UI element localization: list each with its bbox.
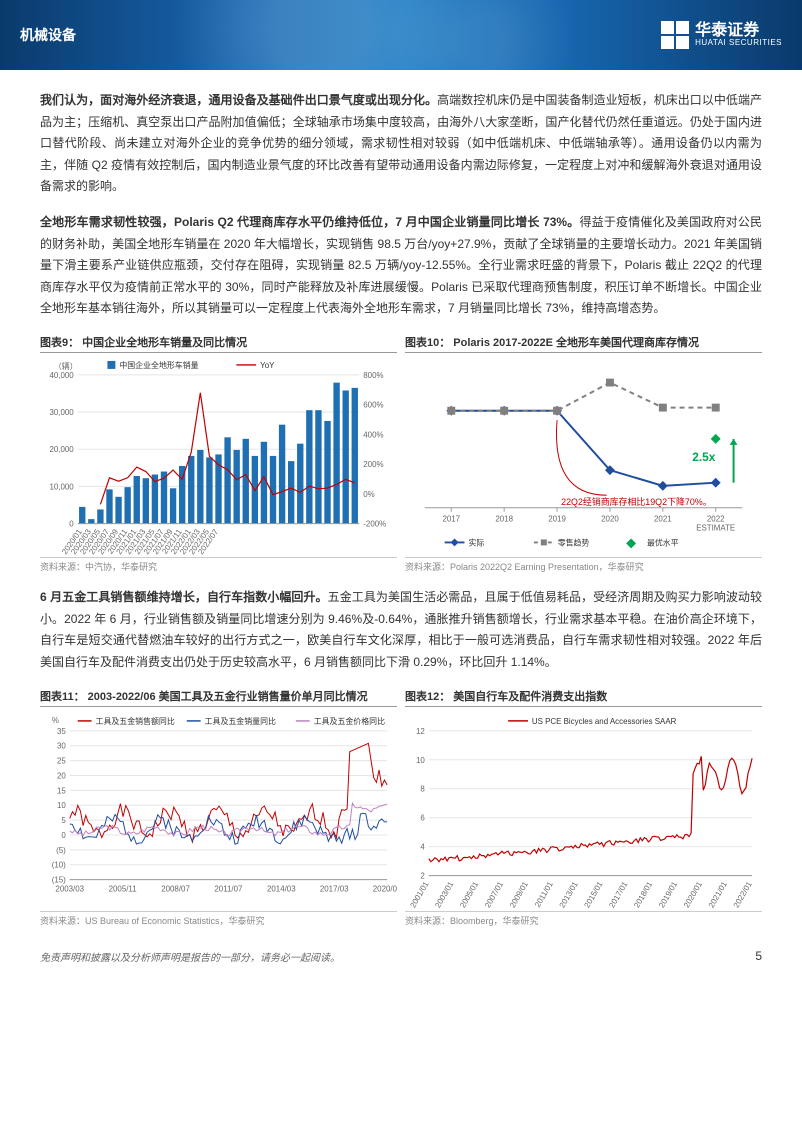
svg-text:0: 0 (61, 831, 66, 840)
para3-lead: 6 月五金工具销售额维持增长，自行车指数小幅回升。 (40, 590, 328, 604)
svg-text:2021: 2021 (654, 515, 672, 524)
svg-text:(15): (15) (52, 875, 66, 884)
svg-text:（辆）: （辆） (54, 361, 78, 371)
paragraph-2: 全地形车需求韧性较强，Polaris Q2 代理商库存水平仍维持低位，7 月中国… (40, 212, 762, 320)
chart10-title: 图表10： Polaris 2017-2022E 全地形车美国代理商库存情况 (405, 334, 762, 353)
svg-text:2019: 2019 (548, 515, 566, 524)
chart12-svg: 246810122001/012003/012005/012007/012009… (405, 711, 762, 909)
svg-text:2017: 2017 (442, 515, 460, 524)
chart11-title: 图表11： 2003-2022/06 美国工具及五金行业销售量价单月同比情况 (40, 688, 397, 707)
svg-text:22Q2经销商库存相比19Q2下降70%。: 22Q2经销商库存相比19Q2下降70%。 (561, 496, 711, 507)
svg-text:10,000: 10,000 (49, 482, 74, 491)
chart-10: 图表10： Polaris 2017-2022E 全地形车美国代理商库存情况 2… (405, 334, 762, 573)
svg-text:40,000: 40,000 (49, 371, 74, 380)
paragraph-1: 我们认为，面对海外经济衰退，通用设备及基础件出口景气度或出现分化。高端数控机床仍… (40, 90, 762, 198)
svg-text:30,000: 30,000 (49, 408, 74, 417)
chart10-svg: 2017 2018 2019 2020 2021 2022ESTIMATE 2.5x 22Q2… (405, 357, 762, 555)
chart9-title: 图表9： 中国企业全地形车销量及同比情况 (40, 334, 397, 353)
svg-text:8: 8 (420, 784, 425, 793)
svg-text:工具及五金销量同比: 工具及五金销量同比 (205, 716, 276, 726)
svg-text:20: 20 (57, 771, 66, 780)
svg-text:800%: 800% (363, 371, 383, 380)
charts-row-2: 图表11： 2003-2022/06 美国工具及五金行业销售量价单月同比情况 (… (40, 688, 762, 927)
chart9-source: 资料来源：中汽协，华泰研究 (40, 557, 397, 573)
svg-text:12: 12 (416, 726, 425, 735)
svg-text:10: 10 (57, 801, 66, 810)
svg-text:实际: 实际 (468, 537, 484, 547)
svg-text:2022: 2022 (707, 515, 725, 524)
svg-text:(5): (5) (56, 845, 66, 854)
svg-text:2014/03: 2014/03 (267, 884, 296, 893)
para2-lead: 全地形车需求韧性较强，Polaris Q2 代理商库存水平仍维持低位，7 月中国… (40, 215, 579, 229)
svg-text:2005/11: 2005/11 (109, 884, 138, 893)
para1-body: 高端数控机床仍是中国装备制造业短板，机床出口以中低端产品为主；压缩机、真空泵出口… (40, 93, 762, 193)
svg-text:2: 2 (420, 871, 424, 880)
charts-row-1: 图表9： 中国企业全地形车销量及同比情况 0 10,000 20,000 30,000… (40, 334, 762, 573)
svg-text:YoY: YoY (260, 361, 275, 370)
svg-text:2003/03: 2003/03 (55, 884, 84, 893)
svg-text:%: % (52, 716, 59, 725)
svg-text:400%: 400% (363, 430, 383, 439)
svg-text:2020: 2020 (601, 515, 619, 524)
svg-text:25: 25 (57, 756, 66, 765)
svg-text:10: 10 (416, 755, 425, 764)
svg-text:35: 35 (57, 726, 66, 735)
page-footer: 免责声明和披露以及分析师声明是报告的一部分，请务必一起阅读。 5 (0, 941, 802, 978)
svg-text:20,000: 20,000 (49, 445, 74, 454)
svg-text:2017/03: 2017/03 (320, 884, 349, 893)
brand-block: 华泰证券 HUATAI SECURITIES (661, 21, 782, 49)
svg-text:工具及五金价格同比: 工具及五金价格同比 (314, 716, 385, 726)
chart11-svg: (15) (10) (5) 0 5 10 15 20 25 30 35% 2003/03 2005/11… (40, 711, 397, 909)
svg-text:US PCE Bicycles and Accessorie: US PCE Bicycles and Accessories SAAR (532, 717, 677, 726)
footer-page-number: 5 (755, 949, 762, 963)
svg-text:15: 15 (57, 786, 66, 795)
svg-text:2008/07: 2008/07 (161, 884, 190, 893)
svg-text:600%: 600% (363, 401, 383, 410)
svg-text:0: 0 (69, 520, 74, 529)
svg-text:2.5x: 2.5x (692, 450, 716, 464)
svg-text:5: 5 (61, 816, 66, 825)
brand-text: 华泰证券 HUATAI SECURITIES (695, 22, 782, 48)
svg-text:零售趋势: 零售趋势 (558, 537, 590, 547)
svg-text:(10): (10) (52, 860, 66, 869)
svg-text:0%: 0% (363, 490, 374, 499)
main-content: 我们认为，面对海外经济衰退，通用设备及基础件出口景气度或出现分化。高端数控机床仍… (0, 70, 802, 941)
brand-cn: 华泰证券 (695, 22, 782, 40)
chart-11: 图表11： 2003-2022/06 美国工具及五金行业销售量价单月同比情况 (… (40, 688, 397, 927)
chart-12: 图表12： 美国自行车及配件消费支出指数 246810122001/012003… (405, 688, 762, 927)
chart12-source: 资料来源：Bloomberg，华泰研究 (405, 911, 762, 927)
page-header: 机械设备 华泰证券 HUATAI SECURITIES (0, 0, 802, 70)
chart10-source: 资料来源：Polaris 2022Q2 Earning Presentation… (405, 557, 762, 573)
footer-disclaimer: 免责声明和披露以及分析师声明是报告的一部分，请务必一起阅读。 (40, 949, 340, 964)
svg-text:2011/07: 2011/07 (214, 884, 242, 893)
chart11-source: 资料来源：US Bureau of Economic Statistics，华泰… (40, 911, 397, 927)
paragraph-3: 6 月五金工具销售额维持增长，自行车指数小幅回升。五金工具为美国生活必需品，且属… (40, 587, 762, 673)
para1-lead: 我们认为，面对海外经济衰退，通用设备及基础件出口景气度或出现分化。 (40, 93, 437, 107)
svg-text:6: 6 (420, 813, 425, 822)
svg-text:ESTIMATE: ESTIMATE (696, 523, 735, 532)
svg-text:200%: 200% (363, 460, 383, 469)
doc-category: 机械设备 (20, 25, 76, 45)
svg-text:中国企业全地形车销量: 中国企业全地形车销量 (119, 360, 198, 370)
svg-text:2018: 2018 (495, 515, 513, 524)
svg-text:工具及五金销售额同比: 工具及五金销售额同比 (96, 716, 175, 726)
brand-en: HUATAI SECURITIES (695, 39, 782, 48)
svg-text:最优水平: 最优水平 (647, 537, 679, 547)
para2-body: 得益于疫情催化及美国政府对公民的财务补助，美国全地形车销量在 2020 年大幅增… (40, 215, 762, 315)
brand-logo-icon (661, 21, 689, 49)
svg-text:-200%: -200% (363, 520, 386, 529)
chart9-svg: 0 10,000 20,000 30,000 40,000 -200% 0% 200% 400%… (40, 357, 397, 555)
svg-text:30: 30 (57, 741, 66, 750)
chart-9: 图表9： 中国企业全地形车销量及同比情况 0 10,000 20,000 30,000… (40, 334, 397, 573)
svg-text:4: 4 (420, 842, 425, 851)
svg-text:2020/01: 2020/01 (373, 884, 397, 893)
chart12-title: 图表12： 美国自行车及配件消费支出指数 (405, 688, 762, 707)
